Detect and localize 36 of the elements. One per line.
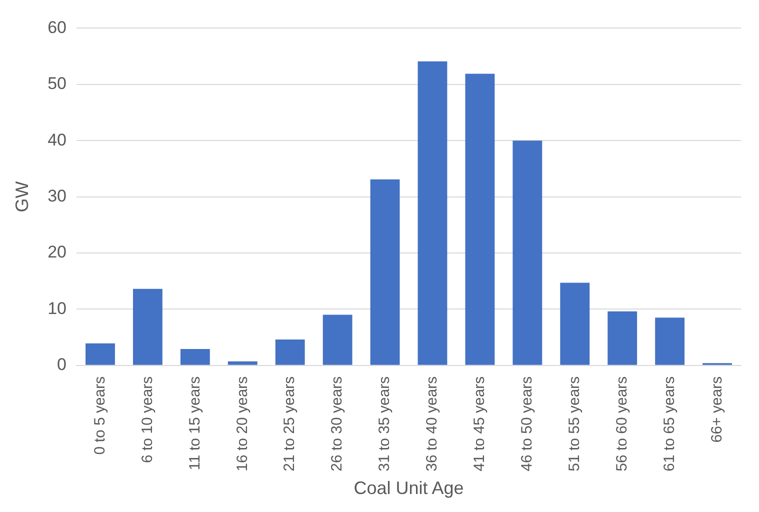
bar bbox=[418, 61, 448, 365]
x-axis-title: Coal Unit Age bbox=[354, 478, 464, 498]
bar bbox=[86, 343, 115, 365]
x-tick-label: 51 to 55 years bbox=[566, 376, 584, 472]
bar bbox=[560, 282, 590, 365]
x-tick-label: 0 to 5 years bbox=[91, 376, 108, 455]
x-tick-label: 11 to 15 years bbox=[186, 376, 204, 470]
bar bbox=[465, 74, 495, 365]
y-tick-label: 20 bbox=[48, 242, 67, 262]
bar bbox=[322, 314, 352, 365]
bar bbox=[132, 288, 162, 365]
y-tick-label: 40 bbox=[48, 130, 67, 150]
x-tick-label: 6 to 10 years bbox=[138, 376, 156, 464]
x-tick-label: 21 to 25 years bbox=[281, 376, 298, 472]
y-tick-label: 50 bbox=[48, 74, 67, 94]
x-tick-label: 46 to 50 years bbox=[518, 376, 536, 472]
x-tick-label: 56 to 60 years bbox=[613, 376, 630, 472]
x-tick-label: 66+ years bbox=[708, 376, 726, 443]
y-axis-title: GW bbox=[12, 181, 32, 212]
y-tick-label: 60 bbox=[48, 18, 67, 37]
bar bbox=[275, 339, 305, 365]
bar bbox=[512, 140, 542, 365]
bar bbox=[608, 311, 638, 365]
x-tick-label: 36 to 40 years bbox=[424, 376, 441, 472]
bar bbox=[370, 179, 400, 365]
bar bbox=[655, 318, 685, 365]
bar bbox=[228, 361, 258, 365]
bar bbox=[180, 349, 210, 365]
y-tick-label: 0 bbox=[57, 355, 67, 374]
x-tick-label: 61 to 65 years bbox=[660, 376, 678, 472]
x-tick-label: 31 to 35 years bbox=[376, 376, 394, 472]
x-tick-label: 26 to 30 years bbox=[328, 376, 346, 472]
y-tick-label: 10 bbox=[48, 298, 67, 318]
x-tick-label: 16 to 20 years bbox=[234, 376, 251, 472]
y-tick-label: 30 bbox=[48, 186, 67, 206]
x-tick-label: 41 to 45 years bbox=[471, 376, 488, 472]
